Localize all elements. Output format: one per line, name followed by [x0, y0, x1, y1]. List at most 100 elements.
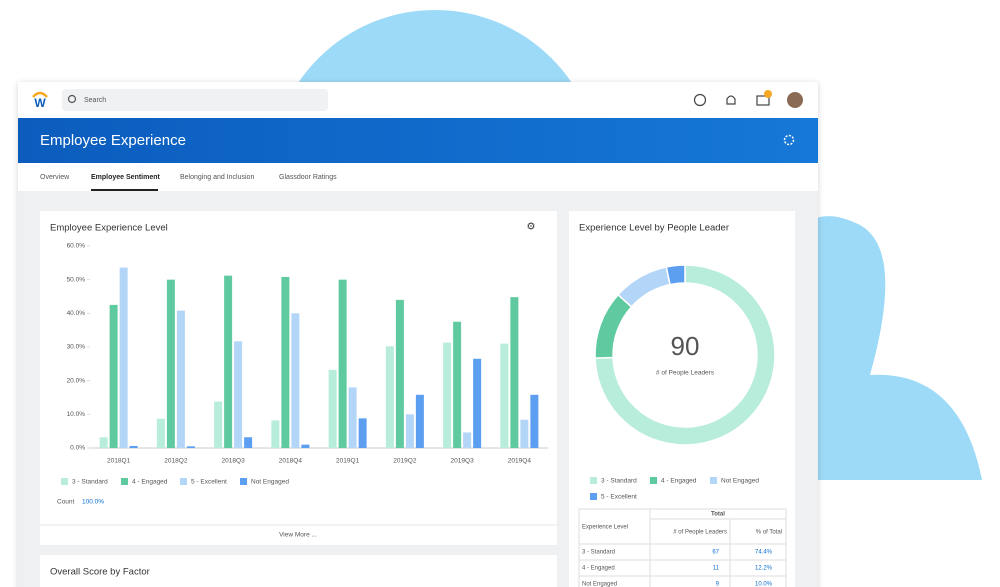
- avatar[interactable]: [787, 92, 803, 108]
- bar: [224, 275, 233, 448]
- count-label: Count: [57, 499, 75, 506]
- card-title: Experience Level by People Leader: [579, 223, 729, 234]
- legend-swatch: [590, 477, 597, 484]
- table-cell[interactable]: 67: [712, 550, 719, 556]
- table-cell[interactable]: 12.2%: [755, 566, 773, 572]
- legend-swatch: [650, 477, 657, 484]
- card: [40, 555, 557, 587]
- settings-icon[interactable]: [783, 134, 795, 146]
- table: [578, 508, 787, 587]
- header-bar: [18, 118, 818, 163]
- bar: [443, 342, 452, 448]
- table-cell: Not Engaged: [582, 582, 617, 587]
- card-title: Overall Score by Factor: [50, 567, 150, 578]
- table-cell: 3 - Standard: [582, 550, 615, 556]
- bar: [176, 310, 185, 448]
- filter-icon[interactable]: ⚙: [527, 222, 536, 233]
- bar: [500, 343, 509, 448]
- count-value[interactable]: 100.0%: [82, 499, 104, 506]
- bar: [530, 394, 539, 448]
- y-tick-label: 40.0%: [67, 310, 86, 317]
- tab-active[interactable]: Employee Sentiment: [91, 174, 161, 181]
- logo: W: [32, 91, 48, 110]
- bar: [234, 341, 243, 448]
- x-tick-label: 2019Q2: [393, 458, 417, 465]
- page-title: Employee Experience: [40, 132, 186, 149]
- tab[interactable]: Glassdoor Ratings: [279, 174, 337, 181]
- legend-label[interactable]: 5 - Excellent: [601, 494, 637, 501]
- legend-swatch: [180, 478, 187, 485]
- bell-icon[interactable]: [726, 95, 736, 105]
- inbox-badge: [764, 90, 772, 98]
- y-tick-label: 0.0%: [70, 445, 85, 452]
- bar: [338, 279, 347, 448]
- bar: [395, 299, 404, 448]
- legend-swatch: [61, 478, 68, 485]
- legend-swatch: [240, 478, 247, 485]
- legend-label[interactable]: 4 - Engaged: [132, 479, 168, 486]
- table-cell[interactable]: 11: [713, 566, 720, 572]
- bar: [405, 414, 414, 448]
- bar: [129, 445, 138, 448]
- legend-swatch: [121, 478, 128, 485]
- table-header: Experience Level: [582, 525, 628, 531]
- inbox-icon[interactable]: [756, 95, 770, 106]
- donut-center-value: 90: [671, 331, 700, 361]
- table-cell[interactable]: 10.0%: [755, 582, 773, 587]
- bar: [520, 419, 529, 448]
- search-box[interactable]: [62, 89, 328, 111]
- tab[interactable]: Overview: [40, 174, 70, 181]
- x-tick-label: 2019Q3: [451, 458, 475, 465]
- legend-label[interactable]: Not Engaged: [251, 479, 289, 486]
- svg-text:W: W: [34, 96, 46, 110]
- x-tick-label: 2018Q4: [279, 458, 303, 465]
- legend-swatch: [710, 477, 717, 484]
- x-tick-label: 2018Q2: [164, 458, 188, 465]
- bar: [291, 313, 300, 448]
- bar: [473, 358, 482, 448]
- donut-center-label: # of People Leaders: [656, 370, 715, 377]
- x-tick-label: 2019Q1: [336, 458, 360, 465]
- bar: [99, 437, 108, 448]
- table-cell: 4 - Engaged: [582, 566, 615, 572]
- bar: [385, 346, 394, 448]
- table-cell[interactable]: 74.4%: [755, 550, 773, 556]
- y-tick-label: 50.0%: [67, 276, 86, 283]
- bar: [281, 276, 290, 448]
- table-header: # of People Leaders: [673, 530, 727, 536]
- bar: [166, 279, 175, 448]
- bar: [510, 297, 519, 448]
- table-cell[interactable]: 9: [716, 582, 720, 587]
- x-tick-label: 2019Q4: [508, 458, 532, 465]
- bar: [156, 418, 165, 448]
- bar: [328, 369, 337, 448]
- legend-label[interactable]: 3 - Standard: [72, 479, 108, 486]
- legend-label[interactable]: 3 - Standard: [601, 478, 637, 485]
- legend-label[interactable]: 4 - Engaged: [661, 478, 697, 485]
- table-group: Total: [711, 512, 725, 518]
- table-header: % of Total: [756, 530, 782, 536]
- bar: [109, 304, 118, 448]
- bar: [119, 267, 128, 448]
- bar: [463, 432, 472, 448]
- tab-bar: [18, 163, 818, 191]
- x-tick-label: 2018Q1: [107, 458, 131, 465]
- bar: [301, 444, 310, 448]
- view-more[interactable]: View More ...: [279, 532, 317, 539]
- search-placeholder: Search: [84, 97, 106, 104]
- chat-icon[interactable]: [693, 93, 707, 107]
- legend-label[interactable]: Not Engaged: [721, 478, 759, 485]
- tab[interactable]: Belonging and Inclusion: [180, 174, 254, 181]
- y-tick-label: 60.0%: [67, 243, 86, 250]
- donut-segment: [665, 264, 686, 286]
- bar: [453, 321, 462, 448]
- bar: [415, 394, 424, 448]
- bar: [214, 401, 223, 448]
- y-tick-label: 20.0%: [67, 377, 86, 384]
- search-icon: [67, 94, 77, 104]
- legend-swatch: [590, 493, 597, 500]
- legend-label[interactable]: 5 - Excellent: [191, 479, 227, 486]
- bar: [271, 420, 280, 448]
